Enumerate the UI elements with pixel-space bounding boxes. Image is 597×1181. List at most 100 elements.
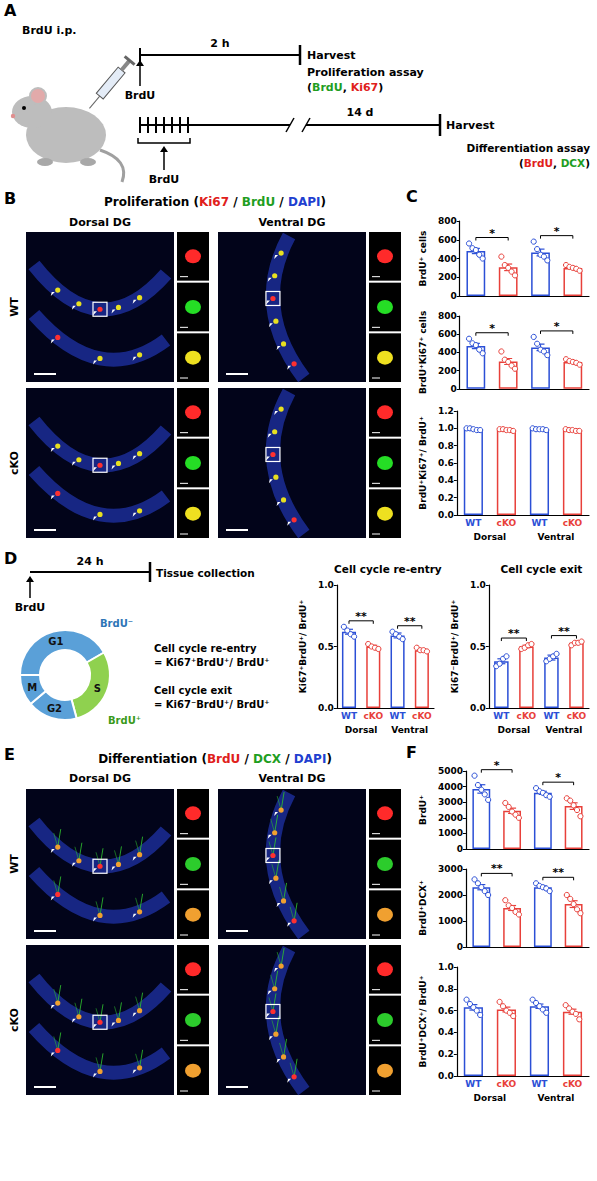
svg-text:**: ** [558, 625, 570, 638]
svg-text:2000: 2000 [438, 890, 463, 900]
svg-text:**: ** [508, 627, 520, 640]
svg-text:cKO: cKO [497, 1079, 517, 1089]
svg-text:1.0: 1.0 [318, 580, 334, 590]
svg-text:M: M [27, 682, 37, 693]
svg-text:0.0: 0.0 [318, 703, 334, 713]
svg-text:Dorsal: Dorsal [474, 1093, 507, 1103]
svg-text:E: E [4, 745, 15, 764]
svg-text:Cell cycle exit: Cell cycle exit [500, 563, 582, 575]
svg-text:cKO: cKO [8, 451, 21, 475]
svg-text:400: 400 [438, 347, 457, 357]
svg-text:BrdU⁺DCX⁺: BrdU⁺DCX⁺ [418, 880, 428, 936]
svg-text:600: 600 [438, 235, 457, 245]
svg-text:Proliferation (Ki67 / BrdU / D: Proliferation (Ki67 / BrdU / DAPI) [104, 195, 326, 209]
svg-text:Ventral: Ventral [538, 1093, 575, 1103]
svg-text:5000: 5000 [438, 766, 463, 776]
svg-text:Ventral: Ventral [538, 532, 575, 542]
svg-text:cKO: cKO [8, 1008, 21, 1032]
svg-text:BrdU⁻: BrdU⁻ [100, 618, 133, 629]
svg-text:Ki67⁺BrdU⁺/ BrdU⁺: Ki67⁺BrdU⁺/ BrdU⁺ [298, 600, 308, 694]
svg-text:BrdU⁺: BrdU⁺ [418, 795, 428, 825]
svg-text:800: 800 [438, 311, 457, 321]
svg-text:Cell cycle re-entry: Cell cycle re-entry [334, 563, 442, 575]
svg-text:800: 800 [438, 216, 457, 226]
svg-text:1.0: 1.0 [438, 423, 454, 433]
svg-text:WT: WT [531, 1079, 548, 1089]
svg-text:Cell cycle exit: Cell cycle exit [154, 685, 232, 696]
svg-text:cKO: cKO [363, 711, 383, 721]
svg-text:0.5: 0.5 [470, 642, 486, 652]
svg-text:F: F [406, 743, 417, 762]
svg-text:Dorsal DG: Dorsal DG [69, 772, 131, 785]
svg-text:WT: WT [531, 518, 548, 528]
svg-text:400: 400 [438, 254, 457, 264]
svg-text:600: 600 [438, 329, 457, 339]
svg-text:0: 0 [457, 844, 463, 854]
svg-text:Dorsal DG: Dorsal DG [69, 216, 131, 229]
svg-text:Proliferation assay: Proliferation assay [307, 66, 424, 79]
svg-text:Harvest: Harvest [446, 119, 495, 132]
svg-text:Cell cycle re-entry: Cell cycle re-entry [154, 643, 257, 654]
svg-text:WT: WT [8, 297, 21, 317]
svg-text:WT: WT [8, 854, 21, 874]
svg-text:0.6: 0.6 [438, 458, 454, 468]
svg-text:0: 0 [457, 942, 463, 952]
svg-text:Dorsal: Dorsal [474, 532, 507, 542]
svg-text:0.8: 0.8 [438, 441, 454, 451]
svg-text:WT: WT [465, 1079, 482, 1089]
svg-text:1000: 1000 [438, 916, 463, 926]
svg-text:0.2: 0.2 [438, 1049, 454, 1059]
svg-text:WT: WT [493, 711, 510, 721]
svg-text:24 h: 24 h [77, 555, 104, 568]
svg-text:**: ** [355, 610, 367, 623]
svg-text:WT: WT [390, 711, 407, 721]
svg-text:Tissue collection: Tissue collection [156, 567, 255, 579]
svg-text:(BrdU, Ki67): (BrdU, Ki67) [307, 81, 383, 94]
svg-text:**: ** [491, 862, 503, 875]
svg-text:cKO: cKO [563, 518, 583, 528]
svg-text:Differentiation (BrdU / DCX /: Differentiation (BrdU / DCX / DAPI) [98, 752, 332, 766]
svg-text:S: S [94, 683, 101, 694]
svg-text:Ventral: Ventral [546, 725, 583, 735]
svg-text:BrdU: BrdU [149, 173, 180, 186]
svg-text:WT: WT [543, 711, 560, 721]
svg-text:3000: 3000 [438, 864, 463, 874]
svg-text:0: 0 [450, 291, 456, 301]
svg-text:0.8: 0.8 [438, 984, 454, 994]
svg-text:cKO: cKO [517, 711, 537, 721]
svg-text:1.2: 1.2 [438, 406, 454, 416]
svg-text:D: D [4, 549, 17, 568]
svg-text:*: * [494, 759, 500, 772]
svg-text:0.0: 0.0 [438, 510, 454, 520]
svg-text:0.0: 0.0 [438, 1071, 454, 1081]
svg-text:Harvest: Harvest [307, 49, 356, 62]
svg-text:C: C [406, 187, 418, 206]
svg-text:Ventral: Ventral [391, 725, 428, 735]
svg-text:A: A [4, 1, 17, 20]
svg-text:1.0: 1.0 [438, 962, 454, 972]
svg-text:**: ** [404, 615, 416, 628]
svg-text:G1: G1 [48, 636, 63, 647]
svg-text:(BrdU, DCX): (BrdU, DCX) [519, 157, 590, 169]
svg-text:3000: 3000 [438, 797, 463, 807]
svg-text:= Ki67⁺BrdU⁺/ BrdU⁺: = Ki67⁺BrdU⁺/ BrdU⁺ [154, 657, 270, 668]
svg-text:200: 200 [438, 272, 457, 282]
svg-text:200: 200 [438, 366, 457, 376]
svg-text:cKO: cKO [497, 518, 517, 528]
svg-text:= Ki67⁻BrdU⁺/ BrdU⁺: = Ki67⁻BrdU⁺/ BrdU⁺ [154, 699, 270, 710]
svg-text:0: 0 [450, 384, 456, 394]
svg-text:G2: G2 [47, 703, 62, 714]
svg-text:BrdU i.p.: BrdU i.p. [22, 24, 76, 37]
svg-text:cKO: cKO [567, 711, 587, 721]
svg-text:BrdU⁺ cells: BrdU⁺ cells [418, 231, 428, 287]
svg-text:BrdU⁺: BrdU⁺ [108, 715, 141, 726]
svg-text:BrdU⁺DCX⁺/ BrdU⁺: BrdU⁺DCX⁺/ BrdU⁺ [418, 975, 428, 1067]
svg-text:0.0: 0.0 [470, 703, 486, 713]
svg-text:14 d: 14 d [346, 106, 373, 119]
svg-text:**: ** [552, 866, 564, 879]
svg-text:WT: WT [341, 711, 358, 721]
svg-text:0.2: 0.2 [438, 493, 454, 503]
svg-text:Ventral DG: Ventral DG [258, 216, 325, 229]
svg-text:B: B [4, 189, 16, 208]
svg-text:BrdU⁺Ki67⁺ cells: BrdU⁺Ki67⁺ cells [418, 311, 428, 394]
